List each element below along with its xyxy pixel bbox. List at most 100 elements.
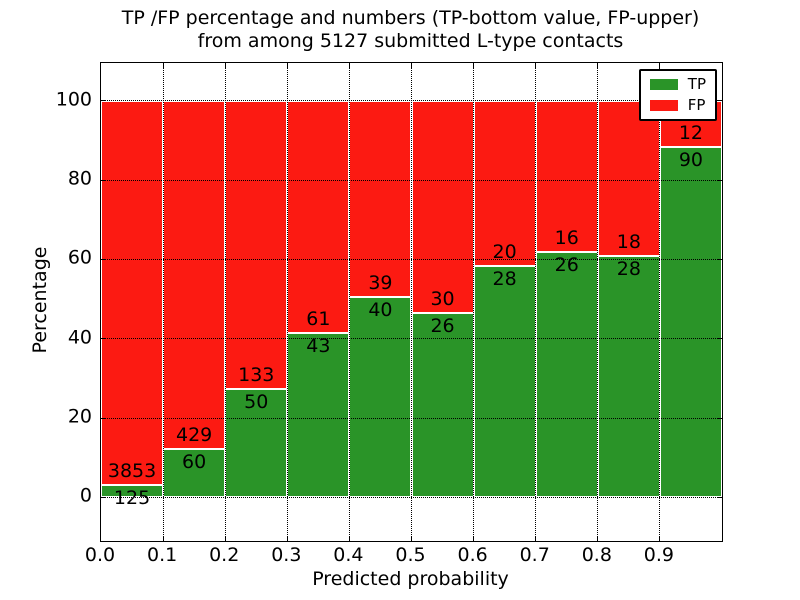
x-tickmark-bottom <box>411 536 412 541</box>
vertical-gridline <box>535 63 537 541</box>
fp-count-label: 429 <box>176 423 213 446</box>
horizontal-gridline <box>101 338 722 340</box>
y-tick-label: 100 <box>55 88 92 111</box>
fp-bar-segment <box>597 100 660 256</box>
x-tick-label: 0.5 <box>395 544 426 566</box>
vertical-gridline <box>659 63 661 541</box>
tp-bar-segment <box>287 333 350 498</box>
tp-count-label: 40 <box>368 298 393 321</box>
tp-bar-segment <box>473 265 536 498</box>
y-tick-label: 80 <box>67 167 92 190</box>
x-axis-label: Predicted probability <box>312 568 509 590</box>
x-tickmark-top <box>411 63 412 68</box>
tp-count-label: 125 <box>113 486 151 509</box>
horizontal-gridline <box>101 100 722 102</box>
fp-bar-segment <box>101 100 164 485</box>
fp-count-label: 133 <box>238 363 275 386</box>
y-tickmark-right <box>717 179 722 181</box>
x-tick-label: 0.3 <box>271 544 302 566</box>
tp-bar-segment <box>535 251 598 498</box>
y-tickmark-right <box>717 100 722 102</box>
tp-bar-segment <box>597 255 660 498</box>
x-tickmark-top <box>473 63 475 68</box>
fp-color-swatch <box>649 100 678 111</box>
tp-count-label: 26 <box>430 315 455 338</box>
fp-bar-segment <box>535 100 598 252</box>
y-tickmark-right <box>717 496 722 498</box>
fp-count-label: 3853 <box>107 459 157 482</box>
fp-count-label: 16 <box>554 226 579 249</box>
fp-count-label: 61 <box>306 308 331 331</box>
fp-count-label: 12 <box>678 122 704 145</box>
tp-count-label: 90 <box>678 149 704 172</box>
vertical-gridline <box>597 63 599 541</box>
x-tickmark-bottom <box>597 536 599 541</box>
y-tickmark-right <box>717 338 722 340</box>
x-tickmark-bottom <box>535 536 537 541</box>
fp-bar-segment <box>225 100 288 389</box>
y-tickmark-left <box>101 338 106 340</box>
fp-count-label: 30 <box>430 288 455 311</box>
x-tickmark-top <box>286 63 288 68</box>
chart-title-line2: from among 5127 submitted L-type contact… <box>197 30 624 52</box>
vertical-gridline <box>286 63 288 541</box>
horizontal-gridline <box>101 417 722 419</box>
vertical-gridline <box>224 63 226 541</box>
tp-color-swatch <box>649 79 678 90</box>
x-tickmark-top <box>224 63 226 68</box>
x-tickmark-top <box>597 63 599 68</box>
x-tickmark-bottom <box>162 536 164 541</box>
legend-entry-tp: TP <box>649 77 706 92</box>
x-tickmark-bottom <box>286 536 288 541</box>
x-tickmark-bottom <box>659 536 661 541</box>
x-tick-label: 0.2 <box>209 544 240 566</box>
tp-bar-segment <box>659 147 722 498</box>
y-tick-label: 40 <box>67 326 92 349</box>
horizontal-gridline <box>101 179 722 181</box>
x-tick-label: 0.4 <box>333 544 364 566</box>
fp-bar-segment <box>473 100 536 266</box>
x-tickmark-top <box>348 63 350 68</box>
fp-count-label: 39 <box>368 271 393 294</box>
y-tick-label: 0 <box>79 484 92 507</box>
fp-count-label: 18 <box>616 230 641 253</box>
tp-count-label: 28 <box>492 267 517 290</box>
horizontal-gridline <box>101 258 722 260</box>
x-tick-label: 0.6 <box>457 544 488 566</box>
y-tickmark-right <box>717 417 722 419</box>
tp-count-label: 26 <box>554 253 579 276</box>
x-tick-label: 0.9 <box>643 544 674 566</box>
x-tick-label: 0.0 <box>84 544 116 566</box>
y-tickmark-left <box>101 258 106 260</box>
tp-bar-segment <box>349 296 412 498</box>
tp-bar-segment <box>225 388 288 498</box>
tp-bar-segment <box>163 448 226 498</box>
plot-area: TP FP 3853 125 429 60 133 50 61 43 39 40 30 26 20 28 1… <box>100 62 723 542</box>
x-tick-label: 0.7 <box>519 544 550 566</box>
x-tickmark-bottom <box>348 536 350 541</box>
tp-bar-segment <box>411 313 474 498</box>
fp-bar-segment <box>349 100 412 297</box>
chart-title: TP /FP percentage and numbers (TP-bottom… <box>100 7 721 53</box>
y-tickmark-left <box>101 179 106 181</box>
fp-count-label: 20 <box>492 240 517 263</box>
vertical-gridline <box>162 63 164 541</box>
tp-count-label: 43 <box>306 335 331 358</box>
y-tick-label: 60 <box>67 246 92 269</box>
tp-count-label: 28 <box>616 257 641 280</box>
x-tickmark-bottom <box>473 536 475 541</box>
fp-bar-segment <box>287 100 350 334</box>
legend-entry-fp: FP <box>649 96 706 114</box>
x-tick-label: 0.1 <box>146 544 178 566</box>
x-tickmark-top <box>162 63 164 68</box>
x-tickmark-bottom <box>224 536 226 541</box>
y-tickmark-left <box>101 496 106 498</box>
fp-bar-segment <box>411 100 474 314</box>
vertical-gridline <box>411 63 412 541</box>
legend-label-fp: FP <box>687 96 706 114</box>
tp-bar-segment <box>101 484 164 498</box>
y-tickmark-left <box>101 100 106 102</box>
x-tick-label: 0.8 <box>581 544 612 566</box>
y-tickmark-right <box>717 258 722 260</box>
